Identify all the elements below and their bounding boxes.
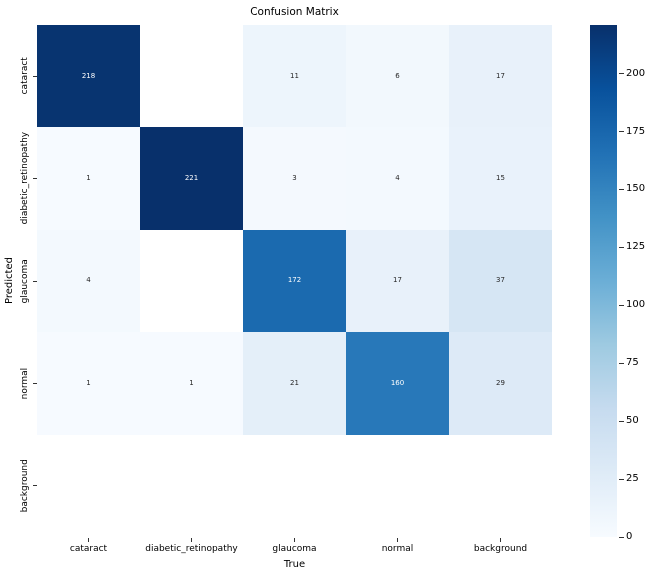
heatmap-cell: [140, 434, 243, 537]
heatmap-cell: 17: [449, 25, 552, 128]
heatmap-cell: 1: [37, 127, 140, 230]
heatmap-cell: 11: [243, 25, 346, 128]
x-tick-mark: [397, 538, 398, 542]
colorbar-tick-mark: [619, 420, 624, 422]
cell-value: 15: [496, 174, 505, 183]
x-tick-mark: [191, 538, 192, 542]
heatmap-cell: 6: [346, 25, 449, 128]
heatmap-cell: 218: [37, 25, 140, 128]
y-tick-label: background: [20, 459, 30, 513]
cell-value: 21: [290, 378, 299, 387]
cell-value: 172: [287, 276, 302, 285]
cell-value: 17: [496, 71, 505, 80]
x-tick-label: normal: [381, 544, 414, 554]
heatmap-cell: [449, 434, 552, 537]
y-tick-label: glaucoma: [20, 258, 30, 304]
y-tick-label: cataract: [20, 57, 30, 95]
colorbar-tick-label: 125: [626, 241, 646, 253]
heatmap-cell: 37: [449, 229, 552, 333]
colorbar-tick-label: 75: [626, 357, 639, 369]
colorbar-tick-label: 50: [626, 415, 639, 427]
y-tick-mark: [33, 280, 37, 282]
y-axis-label: Predicted: [4, 257, 15, 305]
colorbar-tick-label: 25: [626, 473, 639, 485]
x-tick-label: glaucoma: [272, 544, 317, 554]
cell-value: 4: [395, 174, 400, 183]
cell-value: 4: [86, 276, 91, 285]
colorbar-tick-label: 0: [626, 531, 633, 542]
heatmap-grid: 218 11 6 17 1 221 3 4 15 4 172 17 37 1 1 21 160 29: [37, 25, 552, 537]
x-tick-mark: [500, 538, 501, 542]
colorbar-tick-mark: [619, 188, 624, 190]
colorbar-tick-mark: [619, 536, 624, 538]
heatmap-cell: 4: [37, 229, 140, 333]
cell-value: 1: [189, 378, 194, 387]
heatmap-cell: 1: [140, 332, 243, 435]
cell-value: 6: [395, 71, 400, 80]
heatmap-cell: 17: [346, 229, 449, 333]
x-tick-mark: [88, 538, 89, 542]
heatmap-cell: [140, 25, 243, 128]
cell-value: 37: [496, 276, 505, 285]
colorbar-tick-mark: [619, 246, 624, 248]
x-tick-label: cataract: [69, 544, 108, 554]
heatmap-cell: 221: [140, 127, 243, 230]
cell-value: 3: [292, 174, 297, 183]
cell-value: 160: [390, 378, 405, 387]
colorbar-tick-label: 175: [626, 125, 646, 137]
x-tick-mark: [294, 538, 295, 542]
cell-value: 17: [393, 276, 402, 285]
cell-value: 11: [290, 71, 299, 80]
cell-value: 29: [496, 378, 505, 387]
colorbar-tick-mark: [619, 362, 624, 364]
heatmap-cell: 160: [346, 332, 449, 435]
colorbar-tick-label: 150: [626, 183, 646, 195]
colorbar-tick-label: 100: [626, 299, 646, 311]
heatmap-cell: 29: [449, 332, 552, 435]
colorbar-tick-mark: [619, 131, 624, 133]
y-tick-label: diabetic_retinopathy: [20, 132, 30, 225]
heatmap-cell: 172: [243, 229, 346, 333]
colorbar-tick-mark: [619, 304, 624, 306]
heatmap-cell: [346, 434, 449, 537]
colorbar-tick-mark: [619, 478, 624, 480]
y-tick-label: normal: [20, 367, 30, 400]
heatmap-cell: 1: [37, 332, 140, 435]
heatmap-cell: 21: [243, 332, 346, 435]
heatmap-cell: 15: [449, 127, 552, 230]
y-tick-mark: [33, 382, 37, 384]
cell-value: 1: [86, 174, 91, 183]
colorbar: [590, 25, 617, 537]
heatmap-cell: 3: [243, 127, 346, 230]
cell-value: 221: [184, 174, 199, 183]
colorbar-tick-mark: [619, 73, 624, 75]
x-tick-label: diabetic_retinopathy: [145, 544, 238, 554]
y-tick-mark: [33, 75, 37, 77]
colorbar-tick-label: 200: [626, 67, 646, 79]
cell-value: 1: [86, 378, 91, 387]
x-axis-label: True: [283, 559, 306, 570]
heatmap-cell: [243, 434, 346, 537]
y-tick-mark: [33, 485, 37, 487]
heatmap-cell: [140, 229, 243, 333]
chart-title: Confusion Matrix: [250, 6, 339, 18]
heatmap-cell: [37, 434, 140, 537]
heatmap-cell: 4: [346, 127, 449, 230]
x-tick-label: background: [473, 544, 528, 554]
cell-value: 218: [81, 71, 96, 80]
y-tick-mark: [33, 178, 37, 180]
